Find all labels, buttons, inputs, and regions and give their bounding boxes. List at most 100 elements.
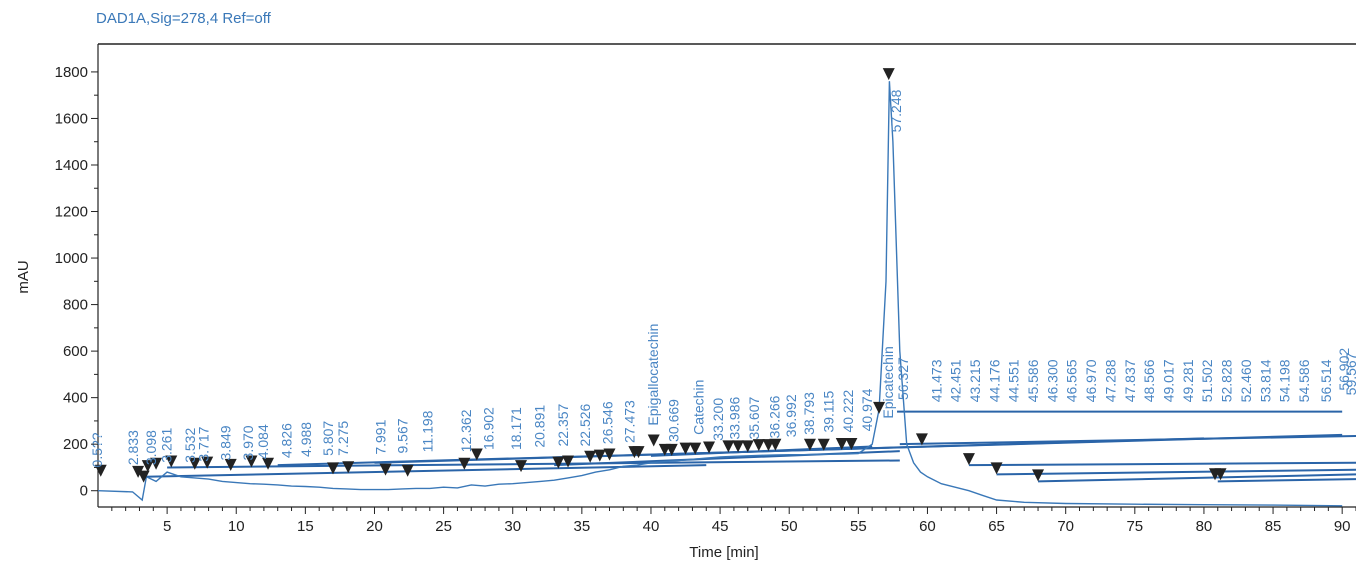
peak-marker (817, 438, 830, 451)
y-tick-label: 0 (80, 483, 88, 500)
peak-label: 33.986 (726, 396, 742, 439)
peak-label: Catechin (690, 380, 706, 435)
y-tick-label: 800 (63, 297, 88, 314)
y-tick-label: 600 (63, 343, 88, 360)
peak-label: 36.266 (767, 395, 783, 438)
peak-markers (94, 68, 1227, 483)
peak-label: 44.176 (986, 359, 1002, 402)
peak-label: 0.5?? (89, 432, 105, 467)
peak-marker (665, 443, 678, 456)
x-tick-label: 5 (163, 518, 171, 535)
peak-label: 35.607 (746, 396, 762, 439)
x-tick-label: 50 (781, 518, 798, 535)
peak-label: 46.565 (1064, 359, 1080, 402)
integration-baseline (144, 464, 707, 478)
x-axis-ticks: 5 10 15 20 25 30 35 40 45 50 55 60 65 70 75 80 85 90 (111, 507, 1356, 535)
peak-label: Epicatechin (880, 346, 896, 418)
peak-marker (552, 456, 565, 469)
integration-baseline (167, 459, 900, 469)
peak-label: 39.115 (820, 391, 836, 433)
x-tick-label: 35 (574, 518, 591, 535)
peak-label: 47.288 (1102, 359, 1118, 402)
peak-marker (470, 448, 483, 461)
peak-marker (262, 457, 275, 470)
peak-label: 38.793 (801, 392, 817, 435)
peak-label: 47.837 (1122, 359, 1138, 402)
peak-label: 56.514 (1318, 359, 1334, 402)
peak-label: 30.669 (666, 399, 682, 442)
integration-baseline (968, 461, 1356, 467)
x-tick-label: 90 (1334, 518, 1351, 535)
peak-marker (584, 450, 597, 463)
peak-label: 7.991 (373, 419, 389, 454)
peak-label: 4.988 (298, 422, 314, 457)
peak-label: 43.215 (967, 359, 983, 402)
y-axis-ticks: 0 200 400 600 800 1000 1200 1400 1600 1800 (55, 64, 98, 500)
peak-label: 46.970 (1083, 359, 1099, 402)
peak-label: 40.974 (859, 388, 875, 431)
peak-label: 46.300 (1044, 359, 1060, 402)
peak-marker (752, 439, 765, 452)
peak-marker (803, 438, 816, 451)
peak-label: 11.198 (420, 410, 436, 452)
peak-marker (141, 460, 154, 473)
peak-label: 54.198 (1277, 359, 1293, 402)
peak-label: 3.849 (218, 425, 234, 460)
x-tick-label: 20 (366, 518, 383, 535)
peak-label: 12.362 (458, 409, 474, 452)
peak-label: 44.551 (1006, 359, 1022, 402)
peak-marker (647, 434, 660, 447)
y-tick-label: 1000 (55, 250, 88, 267)
peak-marker (379, 463, 392, 476)
peak-label: 59.567 (1343, 352, 1356, 395)
peak-marker (188, 457, 201, 470)
peak-label: 56.327 (895, 357, 911, 400)
plot-frame (97, 43, 1356, 508)
peak-label: 40.222 (840, 390, 856, 433)
peak-marker (327, 462, 340, 475)
peak-marker (165, 455, 178, 468)
peak-marker (562, 455, 575, 468)
peak-label: 20.891 (532, 405, 548, 448)
peak-marker (137, 470, 150, 483)
peak-label: 54.586 (1296, 359, 1312, 402)
peak-label: Epigallocatechin (645, 324, 661, 426)
peak-marker (915, 433, 928, 446)
peak-marker (741, 440, 754, 453)
x-tick-label: 40 (643, 518, 660, 535)
peak-marker (132, 465, 145, 478)
integration-baseline (899, 435, 1356, 446)
y-tick-label: 1200 (55, 204, 88, 221)
x-tick-label: 75 (1126, 518, 1143, 535)
peak-label: 3.098 (143, 430, 159, 465)
peak-label: 9.567 (395, 418, 411, 453)
peak-label: 45.586 (1025, 359, 1041, 402)
peak-label: 52.460 (1238, 359, 1254, 402)
peak-label: 51.502 (1199, 359, 1215, 402)
x-tick-label: 25 (435, 518, 452, 535)
x-tick-label: 30 (504, 518, 521, 535)
peak-label: 33.200 (710, 398, 726, 441)
x-tick-label: 85 (1265, 518, 1282, 535)
peak-label: 42.451 (948, 359, 964, 402)
integration-baseline (1038, 473, 1356, 483)
peak-label: 4.084 (255, 424, 271, 459)
peak-label: 22.357 (555, 403, 571, 446)
peak-label: 53.814 (1257, 359, 1273, 402)
peak-label: 18.171 (508, 407, 524, 450)
y-tick-label: 1800 (55, 64, 88, 81)
peak-marker (845, 437, 858, 450)
peak-marker (150, 457, 163, 470)
integration-baseline (1217, 478, 1356, 483)
peak-marker (401, 464, 414, 477)
y-tick-label: 200 (63, 436, 88, 453)
peak-marker (722, 440, 735, 453)
peak-marker (769, 438, 782, 451)
peak-label: 26.546 (599, 401, 615, 444)
peak-marker (1032, 469, 1045, 482)
peak-label: 41.473 (928, 359, 944, 402)
x-tick-label: 60 (919, 518, 936, 535)
x-axis-label: Time [min] (689, 544, 758, 561)
